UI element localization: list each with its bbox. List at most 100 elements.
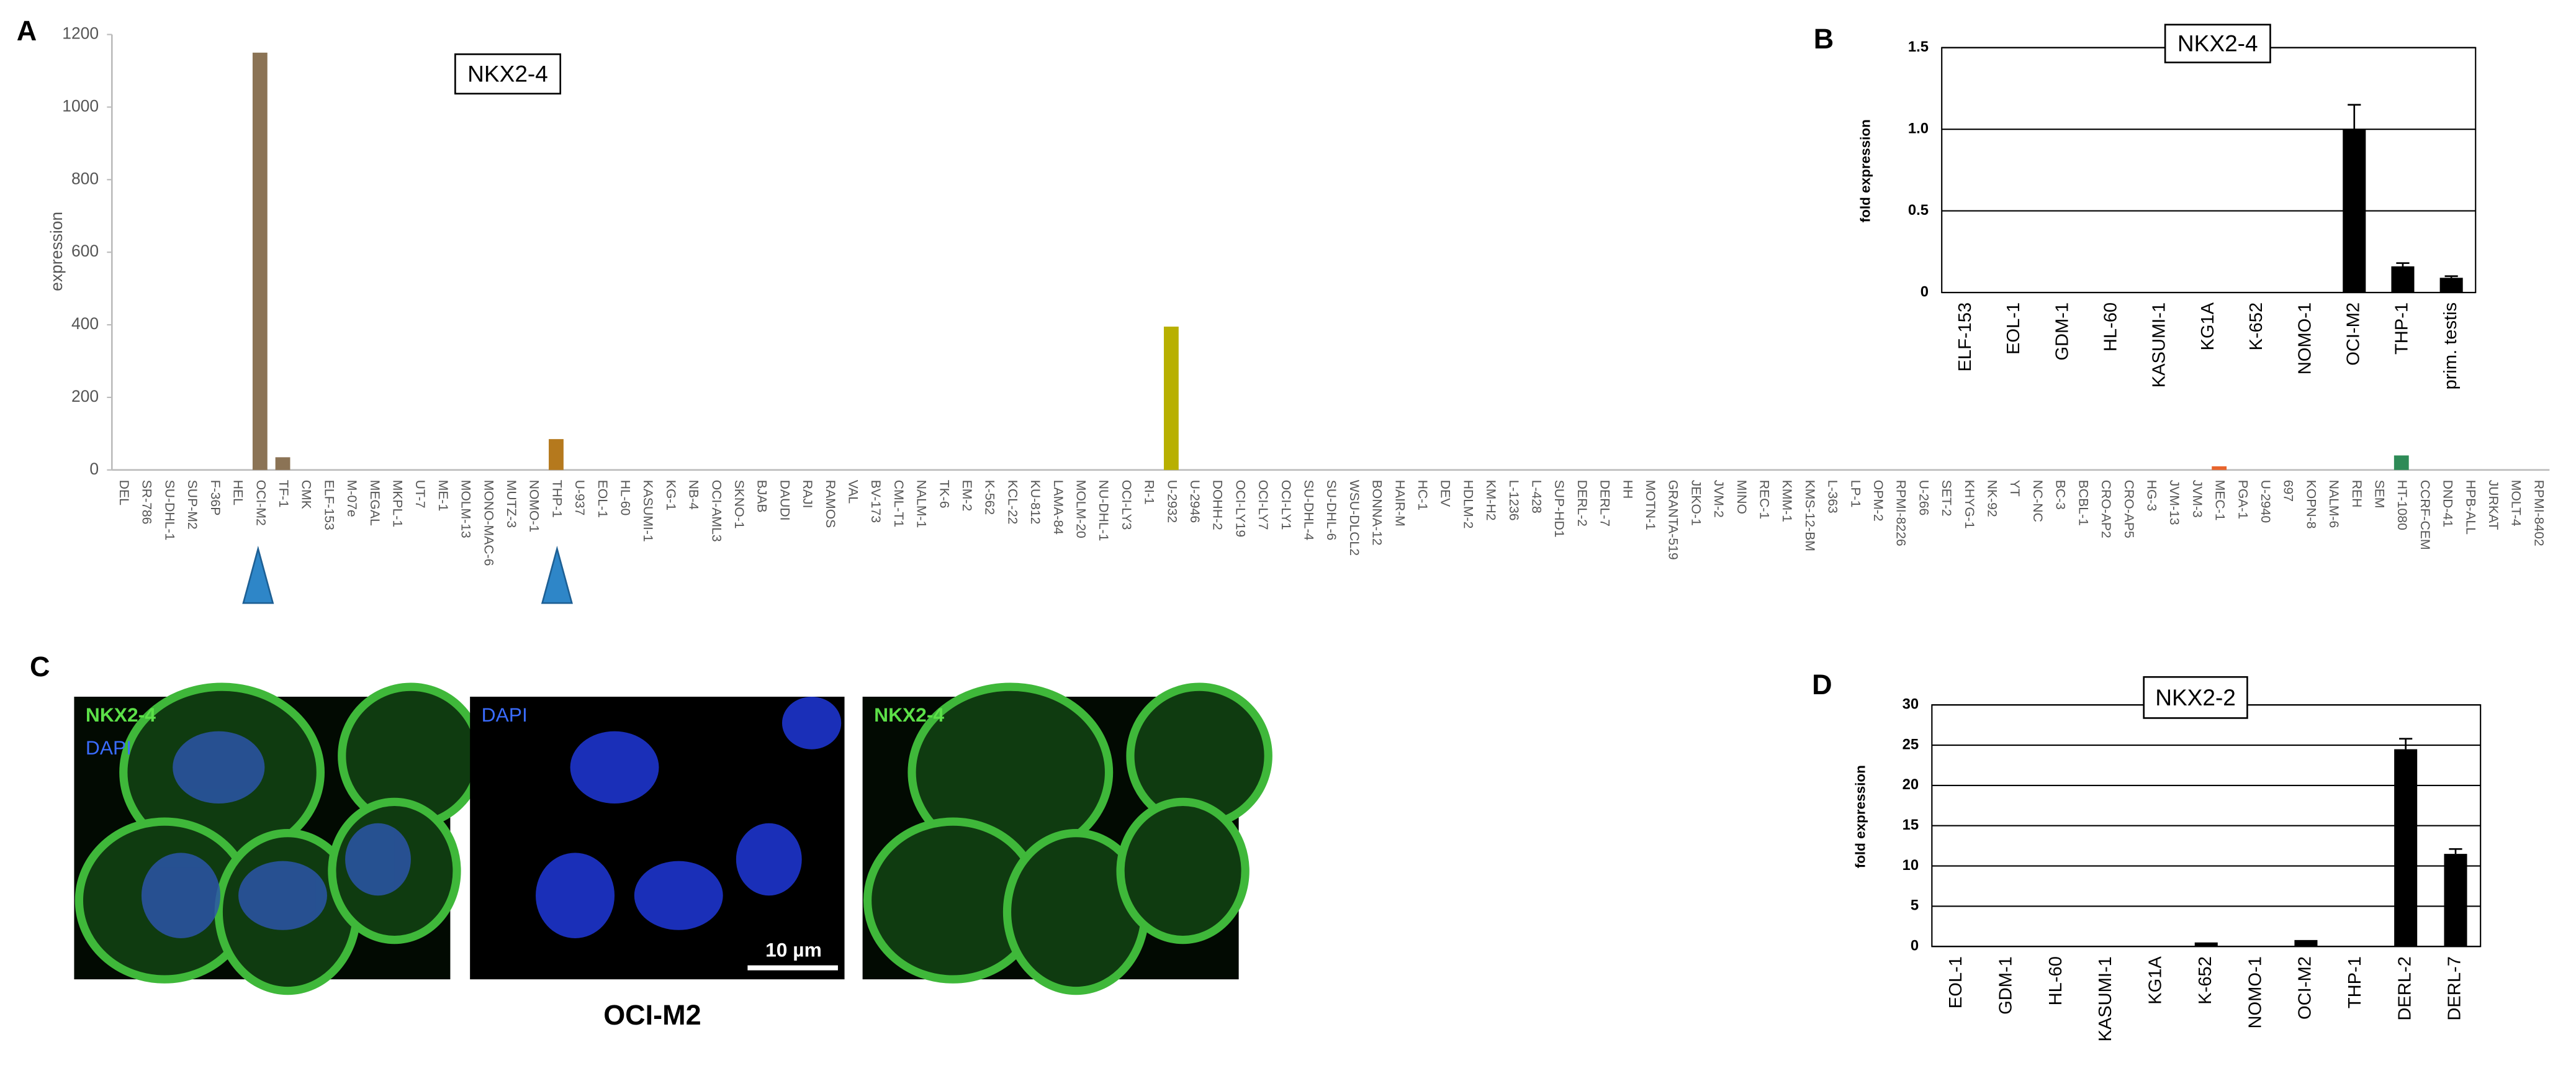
- x-tick-label: NK-92: [1985, 480, 1999, 517]
- x-tick-label: KU-812: [1028, 480, 1042, 525]
- x-tick-label: NOMO-1: [2245, 956, 2265, 1028]
- x-tick-label: BC-3: [2053, 480, 2068, 510]
- x-tick-label: LP-1: [1848, 480, 1862, 508]
- x-tick-label: EOL-1: [1946, 956, 1966, 1008]
- x-tick-label: TF-1: [276, 480, 290, 508]
- y-axis-label: fold expression: [1852, 765, 1868, 868]
- arrowhead: [541, 545, 573, 604]
- x-tick-label: HH: [1620, 480, 1634, 499]
- x-tick-label: NU-DHL-1: [1096, 480, 1110, 541]
- x-tick-label: HT-1080: [2395, 480, 2409, 530]
- x-tick-label: DAUDI: [777, 480, 791, 521]
- bar: [2391, 266, 2415, 293]
- x-tick-label: GRANTA-519: [1666, 480, 1680, 560]
- chart-title: NKX2-4: [2177, 30, 2258, 57]
- x-tick-label: DEV: [1438, 480, 1452, 507]
- x-tick-label: SET-2: [1939, 480, 1953, 517]
- x-tick-label: MOLM-13: [459, 480, 473, 538]
- y-tick-label: 1.5: [1908, 38, 1929, 55]
- micrograph-dapi: [470, 697, 845, 980]
- y-tick-label: 0: [1911, 938, 1919, 954]
- x-tick-label: LAMA-84: [1051, 480, 1065, 535]
- x-tick-label: OPM-2: [1871, 480, 1885, 522]
- plot-frame: [1941, 47, 2477, 294]
- y-tick-label: 400: [71, 314, 99, 333]
- bar: [2343, 129, 2366, 293]
- x-tick-label: OCI-LY19: [1233, 480, 1247, 537]
- x-tick-label: KASUMI-1: [2096, 956, 2115, 1041]
- x-tick-label: K-652: [2246, 302, 2266, 351]
- x-tick-label: MOLM-20: [1073, 480, 1088, 538]
- y-tick-label: 0: [89, 460, 99, 478]
- x-tick-label: DEL: [117, 480, 131, 505]
- x-tick-label: L-1236: [1506, 480, 1521, 521]
- x-tick-label: ELF-153: [322, 480, 336, 530]
- x-tick-label: SKNO-1: [732, 480, 746, 529]
- x-tick-label: L-363: [1826, 480, 1840, 514]
- arrowhead: [242, 545, 274, 604]
- x-tick-label: MINO: [1734, 480, 1749, 514]
- x-tick-label: NOMO-1: [2295, 302, 2315, 374]
- y-tick-label: 20: [1903, 776, 1919, 793]
- x-tick-label: K-652: [2195, 956, 2215, 1005]
- x-tick-label: REC-1: [1757, 480, 1772, 519]
- x-tick-label: KMS-12-BM: [1803, 480, 1817, 551]
- error-bar: [2348, 104, 2361, 130]
- y-tick-label: 25: [1903, 736, 1919, 753]
- x-tick-label: CML-T1: [891, 480, 906, 527]
- x-tick-label: TK-6: [937, 480, 951, 509]
- x-tick-label: DERL-7: [1598, 480, 1612, 527]
- bar: [549, 439, 564, 470]
- y-tick-label: 600: [71, 242, 99, 260]
- x-tick-label: KHYG-1: [1962, 480, 1976, 529]
- bar: [1163, 326, 1179, 470]
- x-tick-label: 697: [2281, 480, 2295, 502]
- x-tick-label: KASUMI-1: [641, 480, 655, 542]
- x-tick-label: F-36P: [208, 480, 222, 516]
- x-tick-label: HDLM-2: [1461, 480, 1475, 529]
- x-tick-label: prim. testis: [2441, 302, 2461, 390]
- x-tick-label: U-937: [572, 480, 587, 516]
- y-axis-label: fold expression: [1857, 119, 1873, 222]
- x-tick-label: M-07e: [345, 480, 359, 517]
- x-tick-label: HG-3: [2144, 480, 2158, 512]
- bar: [2394, 455, 2409, 470]
- y-tick-label: 10: [1903, 857, 1919, 874]
- x-tick-label: PGA-1: [2235, 480, 2249, 519]
- x-tick-label: HC-1: [1415, 480, 1430, 510]
- y-tick-label: 1200: [62, 24, 99, 43]
- x-tick-label: MUTZ-3: [504, 480, 518, 528]
- micrograph-merge: [74, 682, 484, 995]
- micrograph-nkx: [862, 682, 1272, 995]
- x-tick-label: SU-DHL-1: [162, 480, 176, 541]
- y-tick-label: 5: [1911, 897, 1919, 914]
- x-tick-label: KOPN-8: [2304, 480, 2318, 529]
- chart-title: NKX2-2: [2155, 684, 2236, 710]
- x-tick-label: NB-4: [687, 480, 701, 510]
- title-box: [454, 53, 562, 95]
- x-tick-label: U-2940: [2258, 480, 2272, 523]
- x-tick-label: EOL-1: [2004, 302, 2024, 355]
- x-tick-label: HL-60: [618, 480, 632, 516]
- x-tick-label: JEKO-1: [1688, 480, 1703, 526]
- x-tick-label: NC-NC: [2030, 480, 2045, 522]
- x-tick-label: CRO-AP2: [2099, 480, 2113, 538]
- x-tick-label: DOHH-2: [1210, 480, 1225, 530]
- bar: [2444, 854, 2467, 947]
- x-tick-label: JVM-3: [2190, 480, 2204, 518]
- x-tick-label: SU-DHL-4: [1302, 480, 1316, 541]
- x-tick-label: BJAB: [755, 480, 769, 513]
- x-tick-label: EM-2: [960, 480, 974, 512]
- x-tick-label: EOL-1: [595, 480, 610, 518]
- x-tick-label: HAIR-M: [1392, 480, 1407, 527]
- x-tick-label: BV-173: [868, 480, 883, 523]
- x-tick-label: CCRF-CEM: [2418, 480, 2432, 550]
- x-tick-label: DND-41: [2441, 480, 2455, 527]
- x-tick-label: THP-1: [549, 480, 564, 518]
- x-tick-label: VAL: [845, 480, 860, 504]
- panel-letter: B: [1814, 23, 1834, 55]
- micrograph-panel: C NKX2-4 DAPI DAPI: [30, 651, 1272, 1031]
- x-tick-label: OCI-M2: [2295, 956, 2315, 1020]
- x-tick-label: JVM-13: [2167, 480, 2181, 525]
